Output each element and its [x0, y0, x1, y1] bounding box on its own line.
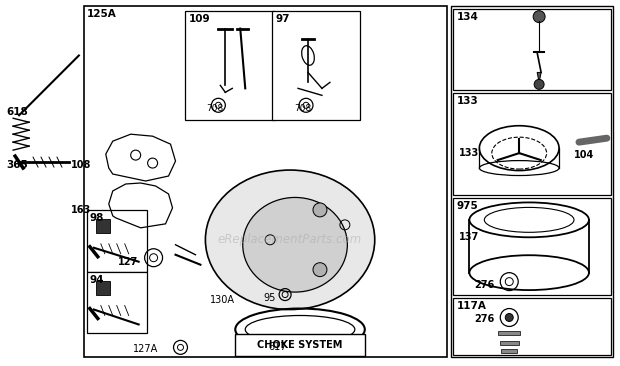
Text: 708: 708: [206, 104, 224, 113]
Circle shape: [533, 11, 545, 23]
Text: 618: 618: [6, 107, 28, 117]
Text: 104: 104: [574, 150, 594, 160]
Bar: [453, 9, 611, 90]
Bar: [87, 210, 146, 272]
Bar: [272, 11, 360, 120]
Text: 134: 134: [456, 12, 478, 22]
Ellipse shape: [205, 170, 374, 310]
Text: 276: 276: [474, 280, 494, 290]
Bar: [87, 272, 146, 333]
Text: 127: 127: [118, 257, 139, 267]
Text: 127A: 127A: [133, 344, 159, 354]
Text: 163: 163: [71, 205, 91, 215]
Bar: [453, 93, 611, 195]
Bar: [453, 198, 611, 295]
Polygon shape: [537, 72, 541, 82]
Bar: [498, 332, 520, 335]
Bar: [185, 11, 275, 120]
Bar: [235, 335, 365, 356]
Text: 137: 137: [459, 232, 480, 242]
Text: 108: 108: [71, 160, 91, 170]
Text: 98: 98: [90, 213, 104, 223]
Text: 95: 95: [263, 292, 275, 303]
Bar: [453, 298, 611, 355]
Bar: [96, 281, 110, 295]
Ellipse shape: [243, 197, 347, 292]
Text: 109: 109: [188, 14, 210, 24]
Bar: [96, 219, 110, 233]
Text: 708: 708: [294, 104, 311, 113]
Circle shape: [313, 203, 327, 217]
Text: 133: 133: [459, 148, 480, 158]
Text: 276: 276: [474, 314, 494, 325]
Bar: [500, 341, 519, 346]
Bar: [84, 6, 448, 357]
Text: 117A: 117A: [456, 300, 486, 311]
Bar: [451, 6, 613, 357]
Text: 130A: 130A: [210, 295, 236, 305]
Circle shape: [505, 314, 513, 321]
Text: eReplacementParts.com: eReplacementParts.com: [218, 233, 362, 246]
Bar: [502, 350, 517, 353]
Text: 365: 365: [6, 160, 28, 170]
Circle shape: [313, 263, 327, 277]
Text: 133: 133: [456, 96, 478, 107]
Text: 125A: 125A: [87, 9, 117, 19]
Text: 975: 975: [456, 201, 478, 211]
Text: 617: 617: [269, 342, 288, 352]
Circle shape: [534, 79, 544, 89]
Text: CHOKE SYSTEM: CHOKE SYSTEM: [257, 340, 343, 350]
Text: 97: 97: [275, 14, 290, 24]
Text: 94: 94: [90, 274, 104, 285]
